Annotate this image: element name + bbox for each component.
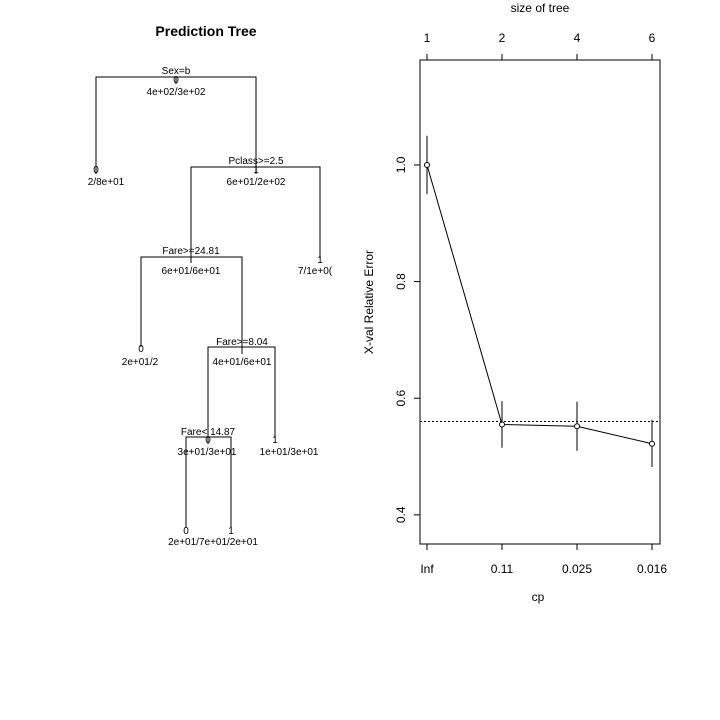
- top-tick-label: 1: [424, 31, 431, 45]
- tree-split-n3: Pclass>=2.5: [228, 156, 283, 167]
- top-tick-label: 4: [574, 31, 581, 45]
- tree-counts-n52-n53: 2e+01/7e+01/2e+01: [168, 537, 258, 548]
- tree-counts-n3: 6e+01/2e+02: [227, 177, 286, 188]
- tree-yval-n26: 0: [205, 435, 211, 446]
- tree-counts-n7: 7/1e+0(: [298, 266, 333, 277]
- tree-title: Prediction Tree: [155, 23, 256, 39]
- tree-yval-n2: 0: [93, 165, 99, 176]
- data-point: [649, 440, 655, 447]
- cp-marks: Inf 0.11 0.025 0.016 1 2 4 6 0.4 0.6 0.8 1.0: [394, 31, 667, 576]
- x-axis-title: cp: [532, 590, 545, 604]
- tree-yval-n7: 1: [317, 255, 323, 266]
- tree-yval-n12: 0: [138, 344, 144, 355]
- x-tick-label: 0.11: [491, 562, 514, 576]
- tree-counts-n2: 2/8e+01: [88, 177, 125, 188]
- tree-yval-root: 0: [173, 75, 179, 86]
- cp-plot-panel: size of tree cp X-val Relative Error Inf…: [362, 1, 667, 604]
- data-point: [499, 421, 505, 428]
- tree-counts-root: 4e+02/3e+02: [147, 87, 206, 98]
- series-line: [426, 164, 653, 445]
- y-tick-label: 1.0: [394, 156, 408, 173]
- tree-counts-n13: 4e+01/6e+01: [213, 357, 272, 368]
- tree-split-n13: Fare>=8.04: [216, 337, 268, 348]
- x-tick-label: 0.025: [562, 562, 592, 576]
- tree-counts-n12: 2e+01/2: [122, 357, 159, 368]
- y-tick-label: 0.4: [394, 506, 408, 523]
- x-tick-label: 0.016: [637, 562, 667, 576]
- tree-panel: Prediction Tree Sex=b 0 4e+02/3e+02 0 2/…: [88, 23, 333, 548]
- y-axis-title: X-val Relative Error: [362, 250, 376, 354]
- tree-counts-n26: 3e+01/3e+01: [178, 447, 237, 458]
- tree-split-root: Sex=b: [162, 66, 191, 77]
- tree-yval-n52: 0: [183, 526, 189, 537]
- data-point: [574, 423, 580, 430]
- tree-counts-n6: 6e+01/6e+01: [162, 266, 221, 277]
- top-axis-title: size of tree: [511, 1, 570, 15]
- data-point: [424, 161, 430, 168]
- tree-yval-n27: 1: [272, 435, 278, 446]
- tree-split-n26: Fare< 14.87: [181, 427, 236, 438]
- tree-split-n6: Fare>=24.81: [162, 246, 220, 257]
- tree-yval-n3: 1: [253, 165, 259, 176]
- y-tick-label: 0.6: [394, 390, 408, 407]
- top-tick-label: 6: [649, 31, 656, 45]
- x-tick-label: Inf: [420, 562, 434, 576]
- y-tick-label: 0.8: [394, 273, 408, 290]
- top-tick-label: 2: [499, 31, 506, 45]
- plot-frame: [419, 59, 661, 545]
- tree-counts-n27: 1e+01/3e+01: [260, 447, 319, 458]
- tree-yval-n53: 1: [228, 526, 234, 537]
